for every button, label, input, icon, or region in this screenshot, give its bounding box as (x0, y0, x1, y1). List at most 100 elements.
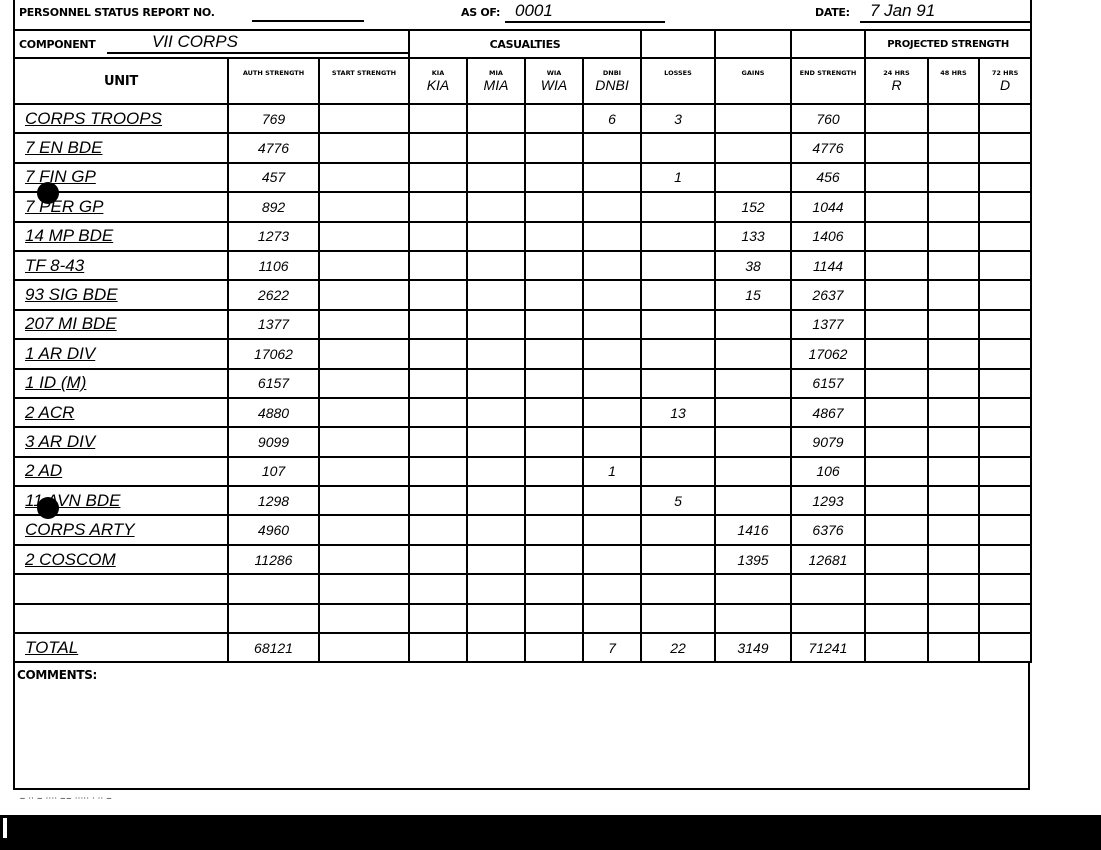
cell-h72 (977, 191, 1033, 223)
cell-auth: 4880 (227, 396, 320, 429)
cell-h72 (977, 396, 1033, 429)
cell-losses (640, 602, 716, 635)
cell-h48 (927, 573, 980, 605)
cell-gains (714, 426, 792, 458)
date-label: DATE: (815, 6, 850, 19)
column-header-row: UNIT AUTH STRENGTH START STRENGTH KIA KIA… (13, 57, 1033, 105)
cell-unit: 2 AD (13, 455, 229, 488)
col-wia: WIA WIA (524, 57, 584, 105)
report-no-field (252, 6, 364, 22)
col-72-hrs: 72 HRS D (977, 57, 1033, 105)
cell-h24 (864, 396, 929, 429)
col-mia-handwritten: MIA (483, 76, 509, 93)
cell-unit: 7 PER GP (13, 191, 229, 223)
cell-start (318, 573, 410, 605)
cell-losses (640, 249, 716, 282)
cell-mia (466, 367, 526, 399)
cell-h24 (864, 191, 929, 223)
cell-unit: 3 AR DIV (13, 426, 229, 458)
cell-start (318, 485, 410, 517)
cell-h48 (927, 367, 980, 399)
cell-wia (524, 338, 584, 370)
cell-losses: 5 (640, 485, 716, 517)
table-row: 3 AR DIV 9099 9079 (13, 426, 1033, 458)
cell-h24 (864, 220, 929, 252)
cell-h48 (927, 161, 980, 194)
table-row: 1 AR DIV 17062 17062 (13, 338, 1033, 370)
cell-h72 (977, 573, 1033, 605)
table-row: 2 COSCOM 11286 1395 12681 (13, 543, 1033, 576)
cell-wia (524, 602, 584, 635)
cell-wia (524, 308, 584, 341)
col-24-label: 24 HRS (883, 68, 910, 77)
cell-mia (466, 132, 526, 164)
cell-h48 (927, 543, 980, 576)
col-48-label: 48 HRS (940, 68, 967, 77)
personnel-status-report-form: PERSONNEL STATUS REPORT NO. AS OF: 0001 … (12, 0, 1033, 664)
cell-dnbi (582, 308, 642, 341)
table-row: 14 MP BDE 1273 133 1406 (13, 220, 1033, 252)
cell-auth: 769 (227, 102, 320, 135)
cell-auth: 1298 (227, 485, 320, 517)
cell-h24 (864, 573, 929, 605)
cell-h72 (977, 249, 1033, 282)
text-cursor-icon (3, 818, 7, 838)
cell-mia (466, 308, 526, 341)
cell-losses (640, 132, 716, 164)
cell-h24 (864, 102, 929, 135)
cell-unit (13, 573, 229, 605)
cell-gains (714, 161, 792, 194)
col-gains: GAINS (714, 57, 792, 105)
cell-h48 (927, 220, 980, 252)
cell-start (318, 102, 410, 135)
col-start-label: START STRENGTH (331, 68, 397, 77)
cell-end: 1293 (790, 485, 866, 517)
cell-h48 (927, 308, 980, 341)
projected-strength-header: PROJECTED STRENGTH (863, 29, 1033, 59)
cell-auth (227, 602, 320, 635)
cell-wia (524, 485, 584, 517)
as-of-value: 0001 (505, 1, 665, 23)
cell-gains (714, 102, 792, 135)
cell-gains (714, 338, 792, 370)
cell-losses (640, 338, 716, 370)
col-48-hrs: 48 HRS (927, 57, 980, 105)
cell-dnbi (582, 426, 642, 458)
cell-unit: CORPS ARTY (13, 514, 229, 546)
cell-start (318, 249, 410, 282)
cell-kia (408, 102, 468, 135)
col-auth-label: AUTH STRENGTH (242, 68, 305, 77)
cell-mia (466, 102, 526, 135)
cell-end: 6157 (790, 367, 866, 399)
cell-kia (408, 367, 468, 399)
col-end-label: END STRENGTH (799, 68, 857, 77)
as-of-label: AS OF: (461, 6, 501, 19)
cell-mia (466, 396, 526, 429)
component-row: COMPONENT VII CORPS CASUALTIES PROJECTED… (13, 29, 1033, 59)
cell-kia (408, 514, 468, 546)
cell-losses (640, 367, 716, 399)
cell-kia (408, 632, 468, 664)
cell-gains: 1395 (714, 543, 792, 576)
cell-end: 17062 (790, 338, 866, 370)
cell-end: 2637 (790, 279, 866, 311)
cell-gains (714, 602, 792, 635)
cell-gains (714, 308, 792, 341)
cell-auth: 1273 (227, 220, 320, 252)
cell-dnbi (582, 191, 642, 223)
blank-header-cell (640, 29, 716, 59)
cell-start (318, 220, 410, 252)
cell-losses (640, 191, 716, 223)
cell-h72 (977, 308, 1033, 341)
blank-header-cell (790, 29, 866, 59)
cell-unit: 14 MP BDE (13, 220, 229, 252)
col-wia-handwritten: WIA (540, 76, 568, 93)
cell-h48 (927, 249, 980, 282)
cell-kia (408, 249, 468, 282)
col-unit: UNIT (13, 57, 229, 105)
cell-h48 (927, 514, 980, 546)
cell-h48 (927, 102, 980, 135)
cell-wia (524, 455, 584, 488)
cell-unit: 2 COSCOM (13, 543, 229, 576)
cell-auth: 4776 (227, 132, 320, 164)
